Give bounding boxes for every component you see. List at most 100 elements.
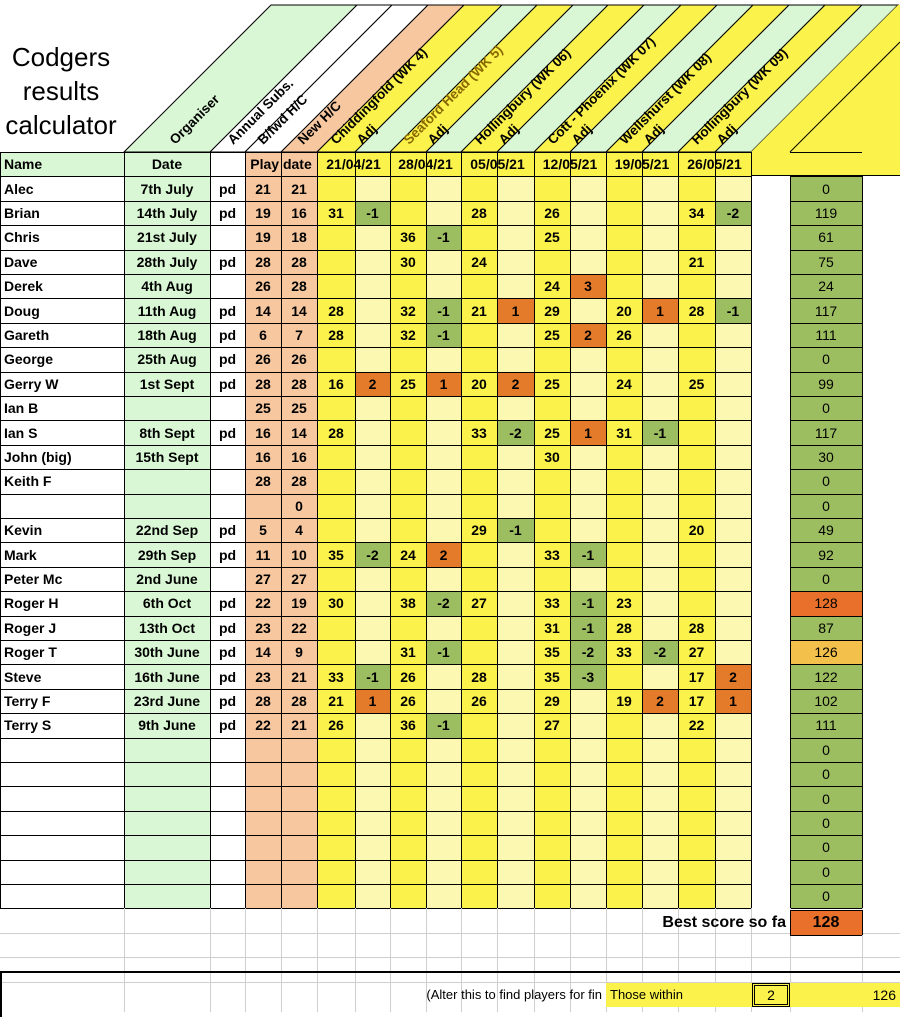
adj-value bbox=[497, 274, 534, 298]
score-cell-fill bbox=[678, 518, 715, 543]
week-date-header: 21/04/21 bbox=[326, 156, 381, 173]
adj-value bbox=[642, 250, 678, 274]
adj-value bbox=[426, 445, 461, 469]
adj-value bbox=[497, 396, 534, 420]
grid-line bbox=[0, 762, 751, 763]
score-cell-fill bbox=[534, 566, 570, 592]
score-cell-fill bbox=[355, 469, 390, 494]
paid-status: pd bbox=[218, 546, 237, 563]
score-cell-fill bbox=[497, 469, 534, 494]
score-cell-fill bbox=[390, 762, 426, 787]
score-value: 25 bbox=[400, 375, 416, 392]
grid-line bbox=[281, 152, 282, 909]
new-handicap: 7 bbox=[295, 326, 303, 343]
organiser-date: 21st July bbox=[137, 229, 197, 246]
date-cell-fill bbox=[124, 469, 210, 494]
grid-line bbox=[790, 250, 862, 251]
grid-line-light bbox=[715, 908, 716, 1012]
adj-value bbox=[642, 176, 678, 200]
adj-value bbox=[497, 567, 534, 591]
grid-line bbox=[790, 567, 862, 568]
score-cell-fill bbox=[317, 713, 355, 738]
bfwd-handicap: 5 bbox=[259, 522, 267, 539]
grid-line bbox=[0, 176, 751, 177]
total-score: 111 bbox=[815, 326, 837, 343]
score-cell-fill bbox=[534, 322, 570, 348]
best-score-value: 128 bbox=[812, 913, 840, 931]
score-cell-fill bbox=[570, 176, 606, 201]
grid-line bbox=[790, 201, 862, 202]
adj-value bbox=[426, 201, 461, 225]
grid-line-light bbox=[390, 908, 391, 1012]
player-name: Derek bbox=[4, 278, 43, 295]
score-cell-fill bbox=[426, 176, 461, 201]
adj-value bbox=[497, 616, 534, 640]
score-cell-fill bbox=[570, 371, 606, 396]
score-value: 26 bbox=[544, 204, 560, 221]
score-value bbox=[606, 494, 642, 518]
score-cell-fill bbox=[426, 664, 461, 689]
score-cell-fill bbox=[715, 762, 751, 787]
score-cell-fill bbox=[497, 225, 534, 250]
score-cell-fill bbox=[390, 298, 426, 323]
date-cell-fill bbox=[124, 322, 210, 348]
score-cell-fill bbox=[355, 371, 390, 396]
score-cell-fill bbox=[570, 274, 606, 299]
score-cell-fill bbox=[461, 420, 497, 445]
adj-value: -2 bbox=[726, 204, 740, 221]
score-cell-fill bbox=[390, 542, 426, 567]
score-value bbox=[606, 664, 642, 688]
score-cell-fill bbox=[570, 566, 606, 592]
score-cell-fill bbox=[534, 249, 570, 274]
score-cell-fill bbox=[497, 518, 534, 543]
grid-line bbox=[751, 175, 900, 177]
score-value bbox=[461, 494, 497, 518]
score-cell-fill bbox=[317, 615, 355, 640]
grid-line bbox=[790, 738, 862, 739]
score-cell-fill bbox=[606, 347, 642, 372]
score-cell-fill bbox=[642, 469, 678, 494]
score-value bbox=[678, 494, 715, 518]
grid-line bbox=[606, 152, 607, 909]
score-cell-fill bbox=[390, 786, 426, 811]
score-cell-fill bbox=[715, 835, 751, 860]
grid-line bbox=[0, 811, 751, 812]
score-cell-fill bbox=[497, 762, 534, 787]
player-name: Kevin bbox=[4, 522, 43, 539]
bfwd-handicap: 11 bbox=[255, 546, 271, 563]
header-diagonal-band bbox=[123, 4, 900, 152]
adj-value bbox=[642, 664, 678, 688]
organiser-date: 22nd Sep bbox=[135, 522, 199, 539]
score-cell-fill bbox=[606, 810, 642, 836]
within-value-input[interactable]: 2 bbox=[752, 982, 790, 1007]
adj-value bbox=[715, 176, 751, 200]
score-cell-fill bbox=[642, 298, 678, 323]
grid-line-light bbox=[534, 908, 535, 1012]
score-cell-fill bbox=[426, 347, 461, 372]
score-value bbox=[317, 616, 355, 640]
adj-value bbox=[497, 713, 534, 737]
grid-line bbox=[0, 884, 751, 885]
score-cell-fill bbox=[534, 786, 570, 811]
bfwd-handicap: 22 bbox=[255, 717, 271, 734]
total-score: 102 bbox=[814, 692, 838, 709]
grid-line-light bbox=[751, 908, 752, 1012]
score-value bbox=[390, 469, 426, 493]
score-cell-fill bbox=[678, 322, 715, 348]
score-cell-fill bbox=[390, 688, 426, 714]
total-cell-fill bbox=[790, 884, 862, 909]
header-right-line bbox=[789, 41, 900, 152]
grid-line bbox=[790, 225, 862, 226]
grid-line bbox=[790, 542, 862, 543]
grid-line bbox=[497, 152, 498, 909]
score-value bbox=[606, 201, 642, 225]
grid-line bbox=[0, 152, 1, 909]
adj-value: -2 bbox=[509, 424, 522, 441]
footer-left-edge bbox=[0, 970, 2, 1017]
score-value bbox=[461, 274, 497, 298]
score-value: 28 bbox=[471, 668, 487, 685]
score-cell-fill bbox=[497, 347, 534, 372]
score-cell-fill bbox=[355, 396, 390, 421]
score-cell-fill bbox=[317, 786, 355, 811]
score-cell-fill bbox=[570, 298, 606, 323]
